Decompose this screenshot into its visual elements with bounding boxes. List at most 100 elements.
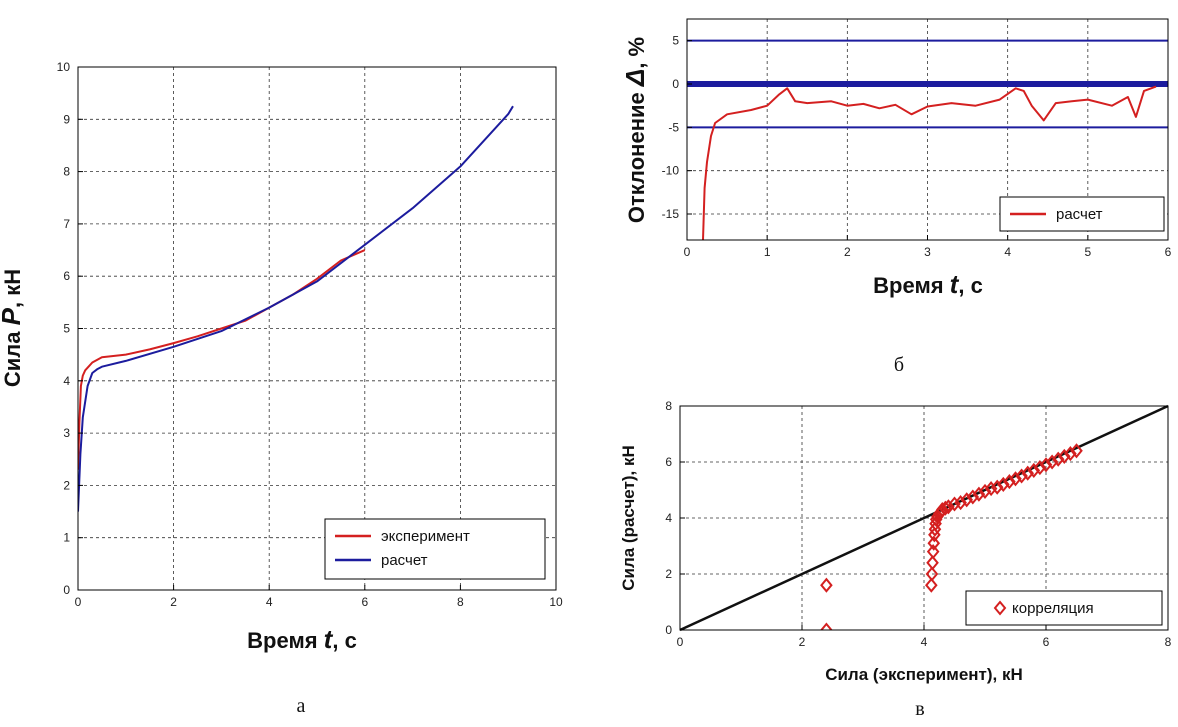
- y-axis-title-part: Δ: [620, 69, 650, 87]
- y-tick-label: 6: [63, 269, 70, 283]
- legend: расчет: [999, 196, 1165, 232]
- scatter-point: [1045, 454, 1059, 470]
- y-tick-label: 10: [57, 60, 71, 74]
- legend-label: эксперимент: [381, 528, 470, 545]
- data-layer: [702, 85, 1157, 240]
- y-axis-title-part: , кН: [0, 269, 25, 308]
- x-axis-title-part: Время: [873, 273, 950, 298]
- legend-box: [324, 518, 546, 580]
- y-tick-label: 5: [672, 34, 679, 48]
- scatter-point: [990, 479, 1004, 495]
- x-tick-label: 0: [75, 595, 82, 609]
- y-tick-label: 5: [63, 322, 70, 336]
- scatter-point: [948, 496, 961, 512]
- chart-c: 0 2 4 6 8 0 2 4 6 8 Сила (эксперимент), кН Сила (ра…: [619, 399, 1172, 684]
- x-tick-label: 2: [170, 595, 177, 609]
- panel-caption: а: [297, 695, 306, 717]
- y-tick-label: 6: [665, 455, 672, 469]
- y-tick-label: 8: [665, 399, 672, 413]
- y-tick-label: 4: [665, 511, 672, 525]
- series-line-0: [702, 85, 1157, 240]
- scatter-point: [1009, 471, 1022, 487]
- legend-box: [965, 590, 1163, 626]
- series-line-1: [78, 105, 514, 512]
- x-tick-label: 6: [361, 595, 368, 609]
- x-axis-title: Время t, с: [247, 624, 357, 654]
- data-layer: [78, 105, 514, 512]
- chart-a: 0 2 4 6 8 10 0 1 2 3 4 5 6 7 8 9 10 Время t, с Сила P, кН э…: [0, 60, 563, 654]
- panel-caption: б: [894, 354, 904, 376]
- y-tick-label: 4: [63, 374, 70, 388]
- y-tick-label: 8: [63, 165, 70, 179]
- x-tick-label: 2: [799, 635, 806, 649]
- legend-label: корреляция: [1012, 600, 1094, 617]
- chart-b: 0 1 2 3 4 5 6 -15 -10 -5 0 5 Время t, с Отклонение Δ,…: [620, 18, 1172, 299]
- x-axis-title-part: t: [950, 269, 960, 299]
- scatter-point: [1033, 460, 1047, 476]
- scatter-point: [960, 492, 974, 508]
- x-tick-label: 0: [677, 635, 684, 649]
- x-axis-title: Сила (эксперимент), кН: [825, 665, 1023, 684]
- legend-label: расчет: [1056, 206, 1103, 223]
- panel-caption: в: [915, 698, 924, 720]
- x-tick-label: 4: [921, 635, 928, 649]
- x-tick-label: 5: [1084, 245, 1091, 259]
- y-axis-title-part: Сила: [0, 325, 25, 387]
- scatter-point: [927, 535, 941, 551]
- scatter-point: [978, 483, 992, 499]
- y-tick-label: -10: [662, 164, 680, 178]
- scatter-point: [925, 577, 938, 593]
- x-tick-label: 3: [924, 245, 931, 259]
- x-tick-label: 1: [764, 245, 771, 259]
- x-tick-label: 0: [684, 245, 691, 259]
- x-tick-label: 8: [1165, 635, 1172, 649]
- scatter-point: [1003, 474, 1016, 490]
- scatter-point: [996, 476, 1010, 492]
- scatter-point: [1070, 443, 1083, 459]
- x-tick-label: 10: [549, 595, 563, 609]
- scatter-point: [1064, 446, 1077, 462]
- scatter-point: [942, 499, 955, 515]
- y-tick-label: 7: [63, 217, 70, 231]
- scatter-point: [935, 502, 949, 518]
- x-tick-label: 2: [844, 245, 851, 259]
- scatter-point: [954, 495, 967, 511]
- data-layer: [820, 443, 1083, 630]
- y-tick-label: 0: [63, 583, 70, 597]
- legend: эксперимент расчет: [324, 518, 546, 580]
- y-tick-label: 0: [672, 77, 679, 91]
- y-tick-label: 9: [63, 112, 70, 126]
- scatter-point: [984, 481, 998, 497]
- scatter-point: [926, 544, 940, 560]
- scatter-point: [1021, 465, 1035, 481]
- scatter-point: [972, 486, 986, 502]
- x-axis-title-part: Время: [247, 628, 324, 653]
- scatter-point: [1027, 462, 1041, 478]
- x-tick-label: 6: [1043, 635, 1050, 649]
- reference-line-diagonal: [679, 404, 1169, 632]
- scatter-point: [925, 566, 939, 582]
- scatter-point: [1051, 451, 1065, 467]
- y-axis-title: Сила P, кН: [0, 269, 26, 387]
- x-tick-label: 4: [266, 595, 273, 609]
- scatter-point: [820, 577, 833, 593]
- y-axis-title: Отклонение Δ, %: [620, 37, 650, 223]
- scatter-point: [1057, 448, 1071, 464]
- y-tick-label: -15: [662, 207, 680, 221]
- x-axis-title: Время t, с: [873, 269, 983, 299]
- y-tick-label: 2: [63, 478, 70, 492]
- scatter-point: [966, 489, 980, 505]
- y-tick-label: -5: [668, 120, 679, 134]
- scatter-point: [820, 622, 833, 630]
- y-tick-label: 2: [665, 567, 672, 581]
- x-axis-title-part: , с: [958, 273, 982, 298]
- scatter-point: [939, 500, 952, 516]
- y-axis-title-part: P: [0, 307, 26, 325]
- scatter-point: [1039, 457, 1053, 473]
- y-tick-label: 3: [63, 426, 70, 440]
- x-axis-title-part: , с: [332, 628, 356, 653]
- y-axis-title: Сила (расчет), кН: [619, 445, 638, 591]
- x-tick-label: 6: [1165, 245, 1172, 259]
- legend-label: расчет: [381, 552, 428, 569]
